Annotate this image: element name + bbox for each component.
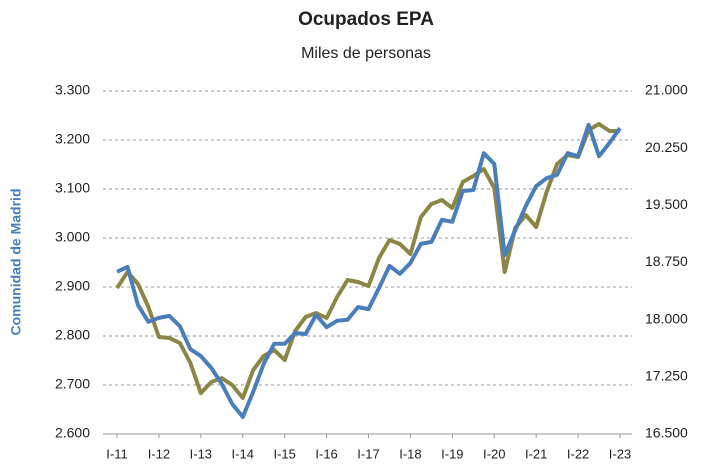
- x-tick-label: I-23: [609, 446, 631, 461]
- series-line: [115, 122, 620, 400]
- x-tick-label: I-15: [273, 446, 295, 461]
- y-tick-label: 2.600: [55, 425, 90, 441]
- y-tick-label: 2.800: [55, 327, 90, 343]
- x-tick-label: I-18: [399, 446, 421, 461]
- x-tick-label: I-11: [106, 446, 127, 461]
- y-axis-label: Comunidad de Madrid: [8, 189, 24, 336]
- x-tick-label: I-12: [148, 446, 170, 461]
- chart-title: Ocupados EPA: [298, 9, 434, 30]
- y2-tick-label: 18.750: [645, 253, 688, 269]
- y-tick-label: 3.300: [55, 82, 90, 98]
- x-tick-label: I-21: [525, 446, 547, 461]
- y2-tick-label: 16.500: [645, 425, 688, 441]
- x-tick-label: I-14: [232, 446, 254, 461]
- y2-tick-label: 21.000: [645, 82, 688, 98]
- y2-tick-label: 17.250: [645, 368, 688, 384]
- x-tick-label: I-17: [357, 446, 379, 461]
- x-tick-label: I-22: [567, 446, 589, 461]
- y-tick-label: 2.700: [55, 376, 90, 392]
- x-tick-label: I-19: [441, 446, 463, 461]
- x-tick-label: I-16: [315, 446, 337, 461]
- x-tick-label: I-20: [483, 446, 505, 461]
- y-tick-label: 3.000: [55, 229, 90, 245]
- series-line: [116, 122, 622, 419]
- y-tick-label: 2.900: [55, 278, 90, 294]
- y2-tick-label: 20.250: [645, 139, 688, 155]
- y-tick-label: 3.200: [55, 131, 90, 147]
- y-tick-label: 3.100: [55, 180, 90, 196]
- chart-subtitle: Miles de personas: [301, 45, 431, 62]
- y2-tick-label: 19.500: [645, 196, 688, 212]
- y2-tick-label: 18.000: [645, 310, 688, 326]
- x-tick-label: I-13: [190, 446, 212, 461]
